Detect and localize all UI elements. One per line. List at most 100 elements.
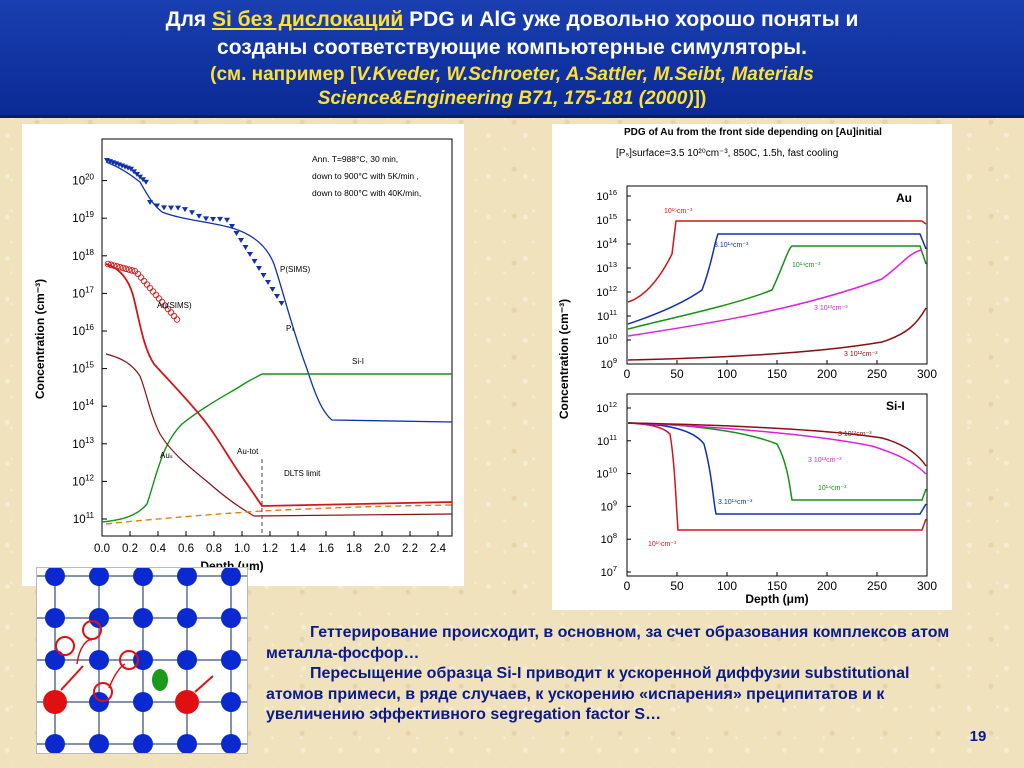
y-tick-label: 1012 bbox=[72, 473, 94, 488]
silicon-atom bbox=[89, 566, 109, 586]
left-chart-panel: 0.0 0.2 0.4 0.6 0.8 1.0 1.2 1.4 1.6 1.8 2.0 2.2 2.4 … bbox=[22, 124, 464, 586]
ausims-point bbox=[125, 266, 133, 273]
silicon-atom bbox=[221, 650, 241, 670]
interstitial-ring bbox=[55, 636, 75, 656]
diffusion-arrow bbox=[60, 665, 84, 691]
lattice-illustration bbox=[36, 566, 248, 754]
label-psims: P(SIMS) bbox=[280, 265, 311, 274]
bottom-curve-label: 10¹⁵cm⁻³ bbox=[648, 541, 677, 548]
y-tick-label: 1013 bbox=[596, 260, 617, 275]
silicon-atom bbox=[89, 650, 109, 670]
psims-point bbox=[203, 216, 209, 222]
aus-curve bbox=[105, 353, 453, 517]
psims-point bbox=[137, 174, 143, 180]
x-tick-label: 0 bbox=[624, 579, 631, 593]
silicon-atom bbox=[221, 566, 241, 586]
y-tick-label: 107 bbox=[601, 564, 617, 579]
au-curve-3e14 bbox=[627, 233, 927, 325]
psims-point bbox=[238, 238, 244, 243]
x-tick-label: 1.8 bbox=[346, 543, 362, 555]
au-curve-3e13 bbox=[627, 249, 923, 337]
x-tick-label: 150 bbox=[767, 579, 787, 593]
right-x-axis-label: Depth (μm) bbox=[745, 592, 808, 606]
au-curve-1e14 bbox=[627, 245, 927, 330]
interstitial-ring bbox=[93, 682, 113, 702]
psims-point bbox=[134, 172, 140, 177]
citation-suffix: ]) bbox=[693, 88, 707, 109]
y-tick-label: 1017 bbox=[72, 285, 94, 300]
silicon-atom bbox=[177, 734, 197, 754]
psims-point bbox=[140, 177, 146, 183]
au-tot-curve bbox=[105, 263, 453, 507]
psims-point bbox=[247, 252, 253, 257]
dlts-limit-line bbox=[105, 504, 453, 525]
label-ps: Pₛ bbox=[286, 324, 294, 333]
sii-curve bbox=[101, 373, 452, 523]
top-curve-label: 3 10¹³cm⁻³ bbox=[814, 305, 848, 312]
ausims-point bbox=[170, 312, 178, 320]
psims-point bbox=[161, 205, 167, 211]
ausims-point bbox=[167, 309, 175, 316]
y-tick-label: 1016 bbox=[72, 323, 94, 338]
y-tick-label: 1010 bbox=[596, 466, 617, 481]
psims-point bbox=[265, 280, 271, 285]
au-curve-1e15 bbox=[627, 220, 927, 303]
x-tick-label: 2.2 bbox=[402, 543, 418, 555]
silicon-atom bbox=[177, 650, 197, 670]
psims-point bbox=[229, 224, 235, 229]
top-plot-label: Au bbox=[896, 191, 912, 205]
x-tick-label: 50 bbox=[670, 367, 684, 381]
y-tick-label: 1011 bbox=[73, 511, 95, 526]
ausims-point bbox=[104, 260, 112, 268]
ausims-point bbox=[137, 274, 145, 281]
bottom-curve-label: 10¹⁴cm⁻³ bbox=[818, 485, 847, 492]
x-tick-label: 300 bbox=[917, 579, 937, 593]
silicon-atom bbox=[133, 608, 153, 628]
ausims-point bbox=[146, 284, 154, 292]
silicon-atom bbox=[45, 608, 65, 628]
top-curve-label: 3 10¹²cm⁻³ bbox=[844, 351, 878, 358]
ps-curve bbox=[105, 161, 453, 423]
psims-point bbox=[182, 207, 188, 213]
annotation-line-2: down to 900°C with 5K/min , bbox=[312, 171, 419, 181]
y-tick-label: 1020 bbox=[72, 173, 94, 188]
x-tick-label: 2.0 bbox=[374, 543, 390, 555]
psims-point bbox=[251, 259, 258, 264]
y-tick-label: 1015 bbox=[72, 361, 94, 376]
x-tick-label: 250 bbox=[867, 579, 887, 593]
header-highlight: Si без дислокаций bbox=[212, 8, 404, 31]
ausims-point bbox=[149, 288, 157, 295]
psims-point bbox=[128, 166, 134, 172]
left-y-axis-label: Concentration (cm⁻³) bbox=[33, 279, 47, 399]
y-tick-label: 1011 bbox=[597, 433, 617, 448]
ausims-point bbox=[128, 267, 136, 274]
silicon-atom bbox=[221, 692, 241, 712]
top-curve-label: 3.10¹⁴cm⁻³ bbox=[714, 242, 749, 249]
x-tick-label: 0.4 bbox=[150, 543, 167, 555]
silicon-atom bbox=[177, 608, 197, 628]
label-autot: Au-tot bbox=[237, 447, 259, 456]
x-tick-label: 0.6 bbox=[178, 543, 194, 555]
y-tick-label: 1015 bbox=[596, 212, 617, 227]
label-aus: Auₛ bbox=[160, 451, 173, 460]
header-line-3: (см. например [V.Kveder, W.Schroeter, A.… bbox=[0, 64, 1024, 86]
silicon-atom bbox=[133, 566, 153, 586]
x-tick-label: 300 bbox=[917, 367, 937, 381]
annotation-line-3: down to 800°C with 40K/min, bbox=[312, 188, 421, 198]
right-chart-subtitle: [Pₛ]surface=3.5 10²⁰cm⁻³, 850C, 1.5h, fa… bbox=[616, 148, 838, 159]
body-text: Геттерирование происходит, в основном, з… bbox=[266, 623, 966, 726]
y-tick-label: 1013 bbox=[72, 436, 94, 451]
paragraph-2: Пересыщение образца Si-I приводит к уско… bbox=[266, 665, 910, 723]
slide-header: Для Si без дислокаций PDG и AlG уже дово… bbox=[0, 0, 1024, 118]
ausims-point bbox=[143, 281, 151, 288]
bottom-plot-label: Si-I bbox=[886, 399, 905, 413]
interstitial-ring bbox=[82, 620, 102, 640]
psims-point bbox=[278, 301, 285, 306]
y-tick-label: 1018 bbox=[72, 248, 94, 263]
x-tick-label: 0.2 bbox=[122, 543, 138, 555]
psims-point bbox=[168, 205, 174, 211]
silicon-atom bbox=[89, 692, 109, 712]
silicon-atom bbox=[45, 734, 65, 754]
label-dlts: DLTS limit bbox=[284, 469, 321, 478]
bottom-curve-label: 3 10¹³cm⁻³ bbox=[808, 457, 842, 464]
